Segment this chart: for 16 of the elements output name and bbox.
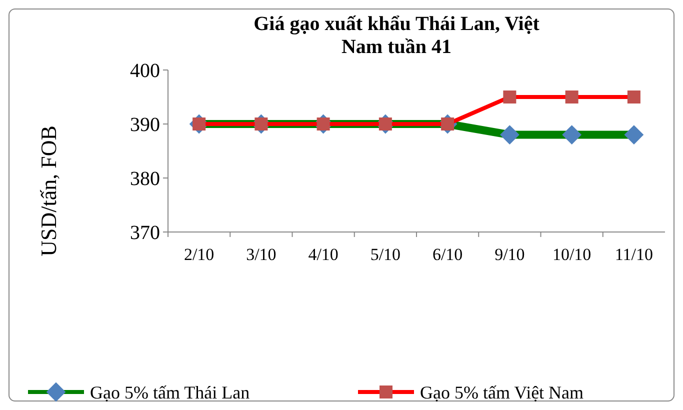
y-axis-title: USD/tấn, FOB — [36, 126, 61, 256]
y-tick-label: 400 — [130, 60, 160, 82]
x-tick-label: 6/10 — [432, 245, 463, 264]
x-tick-label: 5/10 — [370, 245, 401, 264]
legend-label: Gạo 5% tấm Thái Lan — [90, 382, 250, 402]
y-tick-label: 370 — [130, 222, 160, 244]
x-tick-label: 11/10 — [614, 245, 653, 264]
x-tick-label: 2/10 — [184, 245, 214, 264]
legend-label: Gạo 5% tấm Việt Nam — [420, 382, 584, 402]
x-tick-label: 3/10 — [246, 245, 276, 264]
x-tick-label: 10/10 — [552, 245, 592, 264]
y-tick-label: 380 — [130, 168, 160, 190]
y-tick-label: 390 — [130, 114, 160, 136]
x-tick-label: 4/10 — [308, 245, 338, 264]
x-tick-label: 9/10 — [494, 245, 525, 264]
chart-title: Giá gạo xuất khẩu Thái Lan, Việt Nam tuần 41 — [254, 13, 540, 58]
